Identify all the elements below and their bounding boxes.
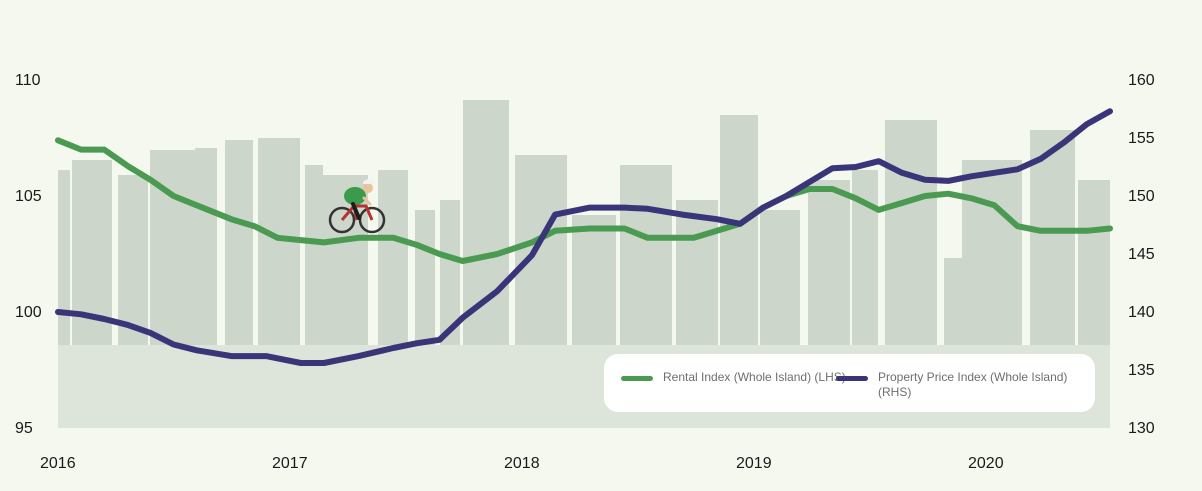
right-y-tick: 130 xyxy=(1128,420,1155,437)
legend-item-rental: Rental Index (Whole Island) (LHS) xyxy=(621,370,863,385)
right-y-tick: 155 xyxy=(1128,130,1155,147)
skyline-building xyxy=(515,155,567,345)
skyline-building xyxy=(676,200,718,345)
series-line-price xyxy=(55,108,1113,366)
right-y-tick: 160 xyxy=(1128,72,1155,89)
left-y-tick: 95 xyxy=(15,420,33,437)
legend-label-price: Property Price Index (Whole Island) (RHS… xyxy=(878,370,1068,399)
left-y-tick: 100 xyxy=(15,304,42,321)
cyclist-icon xyxy=(328,179,386,234)
x-tick: 2016 xyxy=(40,455,76,472)
x-tick: 2019 xyxy=(736,455,772,472)
skyline-building xyxy=(885,120,937,345)
skyline-building xyxy=(415,210,435,345)
x-tick: 2017 xyxy=(272,455,308,472)
right-y-tick: 145 xyxy=(1128,246,1155,263)
skyline-building xyxy=(962,160,1022,345)
skyline-building xyxy=(620,165,672,345)
skyline-building xyxy=(378,170,408,345)
legend-swatch-rental xyxy=(621,376,653,381)
skyline-building xyxy=(1030,130,1075,345)
left-axis: 95 100 105 110 xyxy=(15,72,42,437)
skyline-building xyxy=(58,170,70,345)
x-axis: 2016 2017 2018 2019 2020 xyxy=(40,455,1004,472)
left-y-tick: 105 xyxy=(15,188,42,205)
left-y-tick: 110 xyxy=(15,72,41,89)
skyline-building xyxy=(118,175,148,345)
x-tick: 2020 xyxy=(968,455,1004,472)
skyline-building xyxy=(195,148,217,345)
skyline-building xyxy=(760,210,800,345)
legend: Rental Index (Whole Island) (LHS) Proper… xyxy=(604,354,1095,412)
skyline-building xyxy=(440,200,460,345)
x-tick: 2018 xyxy=(504,455,540,472)
right-y-tick: 135 xyxy=(1128,362,1155,379)
right-axis: 130 135 140 145 150 155 160 xyxy=(1128,72,1155,437)
skyline-building xyxy=(463,100,509,345)
legend-label-rental: Rental Index (Whole Island) (LHS) xyxy=(663,370,846,384)
right-y-tick: 150 xyxy=(1128,188,1155,205)
right-y-tick: 140 xyxy=(1128,304,1155,321)
series-line-rental xyxy=(55,137,1113,264)
skyline-building xyxy=(1078,180,1110,345)
skyline-building xyxy=(225,140,253,345)
legend-swatch-price xyxy=(836,376,868,381)
skyline-building xyxy=(944,258,964,345)
skyline-building xyxy=(572,215,616,345)
skyline-building xyxy=(808,180,850,345)
legend-item-price: Property Price Index (Whole Island) (RHS… xyxy=(836,370,1093,400)
